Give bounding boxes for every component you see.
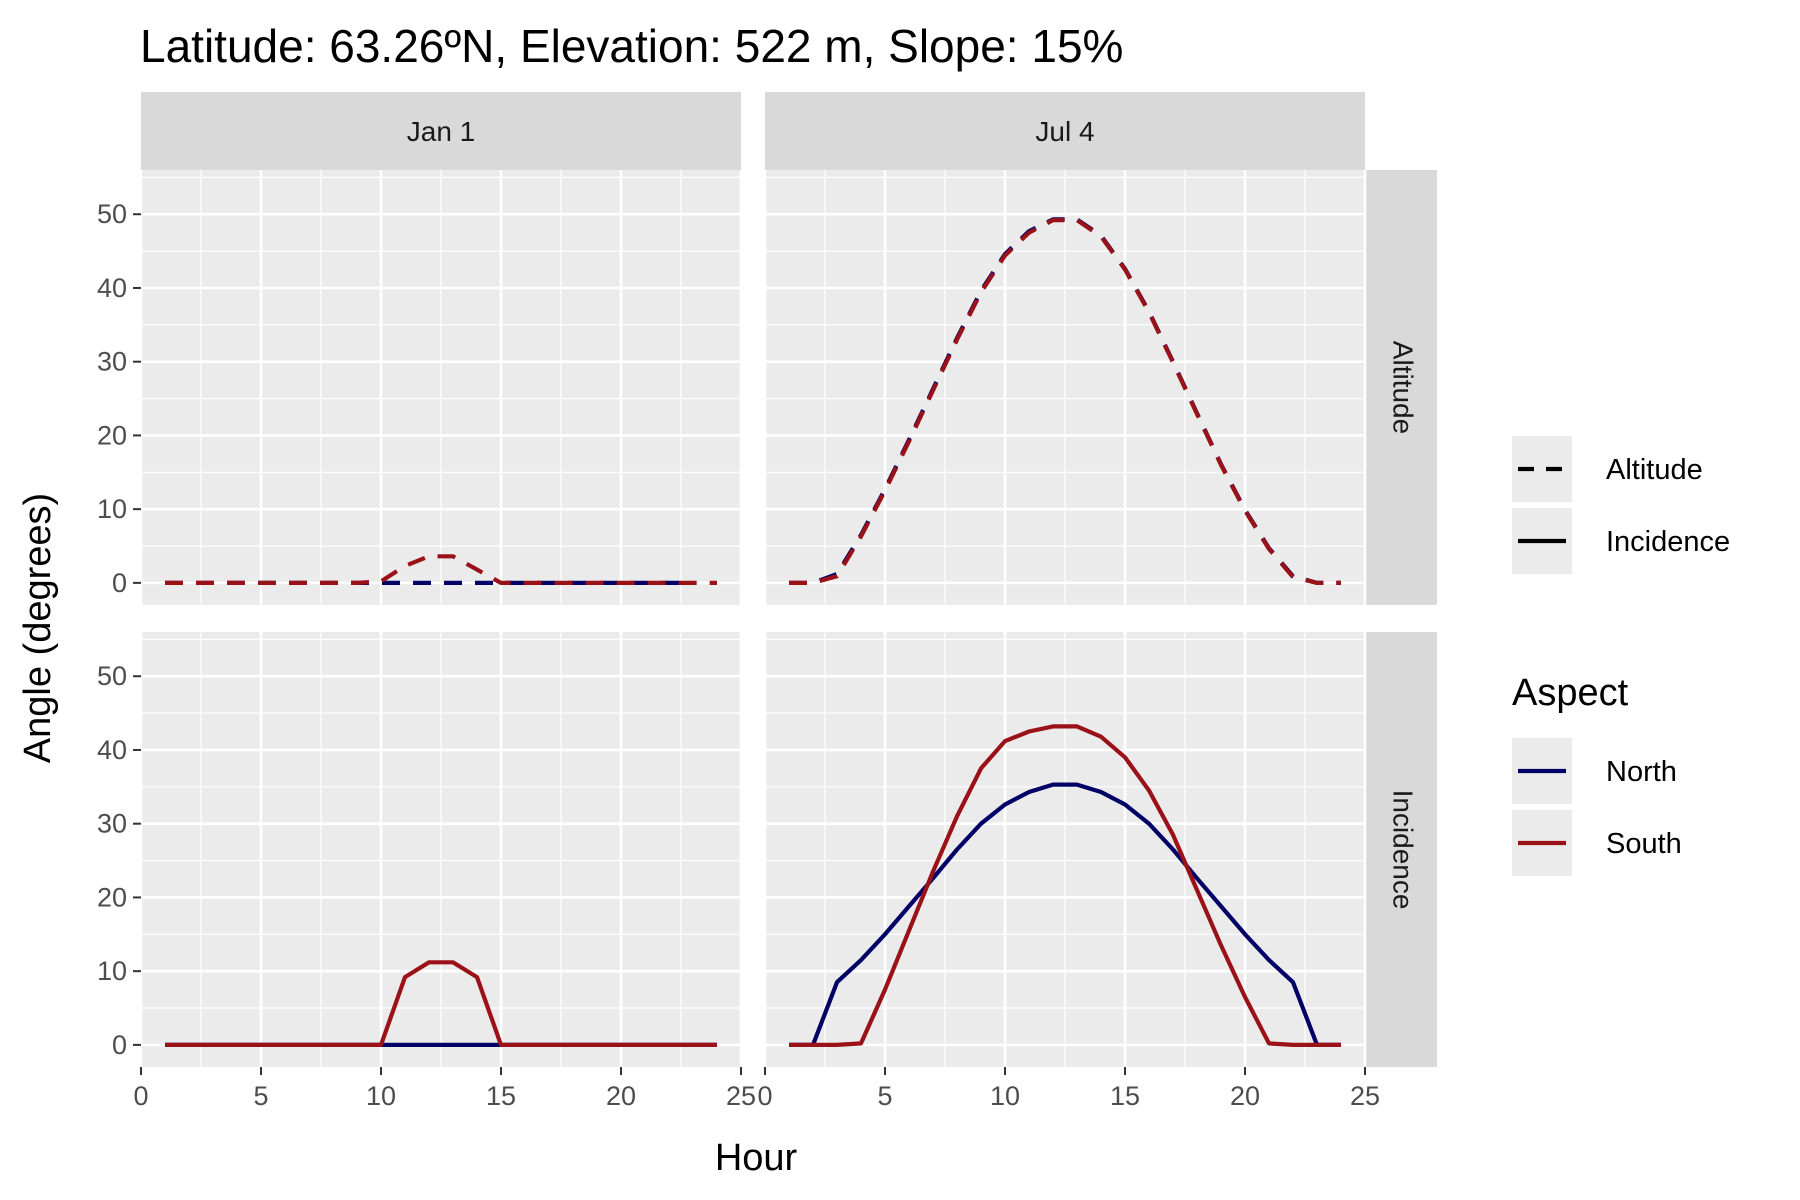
strip-altitude: [1365, 170, 1437, 605]
legend-label-south: South: [1606, 828, 1682, 860]
legend-title-aspect: Aspect: [1512, 672, 1629, 714]
x-tick-label: 5: [253, 1081, 268, 1111]
x-tick-label: 15: [1110, 1081, 1140, 1111]
y-tick-label: 40: [97, 735, 127, 765]
panel-jul-4-incidence: 0 5 10 15 20 25: [757, 632, 1380, 1111]
x-tick-label: 20: [606, 1081, 636, 1111]
strip-label-jan-1: Jan 1: [407, 116, 476, 147]
y-tick-label: 40: [97, 273, 127, 303]
strip-label-altitude: Altitude: [1388, 341, 1419, 434]
y-axis-title: Angle (degrees): [17, 493, 59, 763]
y-tick-label: 10: [97, 494, 127, 524]
x-tick-label: 10: [366, 1081, 396, 1111]
series-line-north: [789, 782, 1341, 1047]
panel-area: Jan 1 Jul 4AltitudeIncidence0102030405001…: [97, 92, 1437, 1111]
panel-jul-4-altitude: [763, 170, 1367, 605]
legend-label-altitude: Altitude: [1606, 454, 1703, 486]
strip-incidence: [1365, 632, 1437, 1067]
x-tick-label: 0: [757, 1081, 772, 1111]
legend-label-north: North: [1606, 756, 1677, 788]
y-tick-label: 20: [97, 420, 127, 450]
strip-jul-4: [765, 92, 1365, 170]
series-line-south: [165, 960, 717, 1047]
chart-title: Latitude: 63.26ºN, Elevation: 522 m, Slo…: [140, 20, 1123, 72]
x-tick-label: 15: [486, 1081, 516, 1111]
x-tick-label: 20: [1230, 1081, 1260, 1111]
y-tick-label: 50: [97, 661, 127, 691]
x-tick-label: 5: [877, 1081, 892, 1111]
strip-jan-1: [141, 92, 741, 170]
panel-jan-1-altitude: 0 10 20 30 40 50: [97, 170, 743, 605]
y-tick-label: 50: [97, 199, 127, 229]
x-tick-label: 0: [133, 1081, 148, 1111]
y-tick-label: 10: [97, 956, 127, 986]
y-tick-label: 30: [97, 347, 127, 377]
panel-jan-1-incidence: 0 10 20 30 40 50 0 5 10 15 20 25: [97, 632, 756, 1111]
y-tick-label: 30: [97, 809, 127, 839]
series-line-south: [789, 724, 1341, 1047]
legend-label-incidence: Incidence: [1606, 526, 1730, 558]
strip-label-jul-4: Jul 4: [1035, 116, 1094, 147]
strip-label-incidence: Incidence: [1388, 790, 1419, 910]
y-tick-label: 0: [112, 568, 127, 598]
x-tick-label: 25: [1350, 1081, 1380, 1111]
x-axis-title: Hour: [715, 1137, 798, 1179]
y-tick-label: 20: [97, 882, 127, 912]
series-line-south: [789, 218, 1341, 585]
x-tick-label: 25: [726, 1081, 756, 1111]
legend: Altitude Incidence Aspect North South: [1512, 436, 1730, 876]
series-line-south: [165, 554, 717, 585]
x-tick-label: 10: [990, 1081, 1020, 1111]
y-tick-label: 0: [112, 1030, 127, 1060]
